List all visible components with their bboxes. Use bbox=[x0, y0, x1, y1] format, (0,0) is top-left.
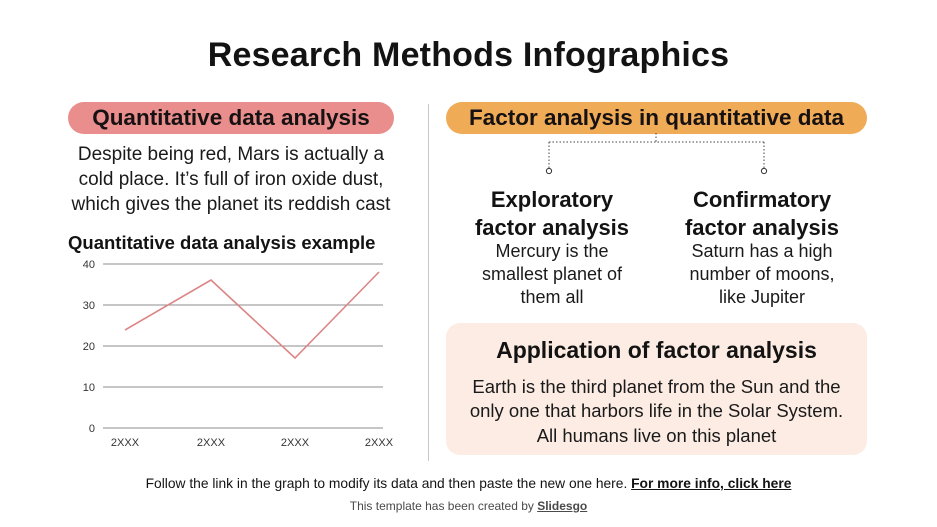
svg-text:30: 30 bbox=[83, 300, 95, 312]
svg-text:20: 20 bbox=[83, 341, 95, 353]
svg-text:10: 10 bbox=[83, 382, 95, 394]
svg-text:40: 40 bbox=[83, 259, 95, 271]
svg-text:2XXX: 2XXX bbox=[281, 437, 310, 449]
svg-text:2XXX: 2XXX bbox=[365, 437, 394, 449]
svg-text:2XXX: 2XXX bbox=[197, 437, 226, 449]
svg-text:0: 0 bbox=[89, 423, 95, 435]
svg-text:2XXX: 2XXX bbox=[111, 437, 140, 449]
